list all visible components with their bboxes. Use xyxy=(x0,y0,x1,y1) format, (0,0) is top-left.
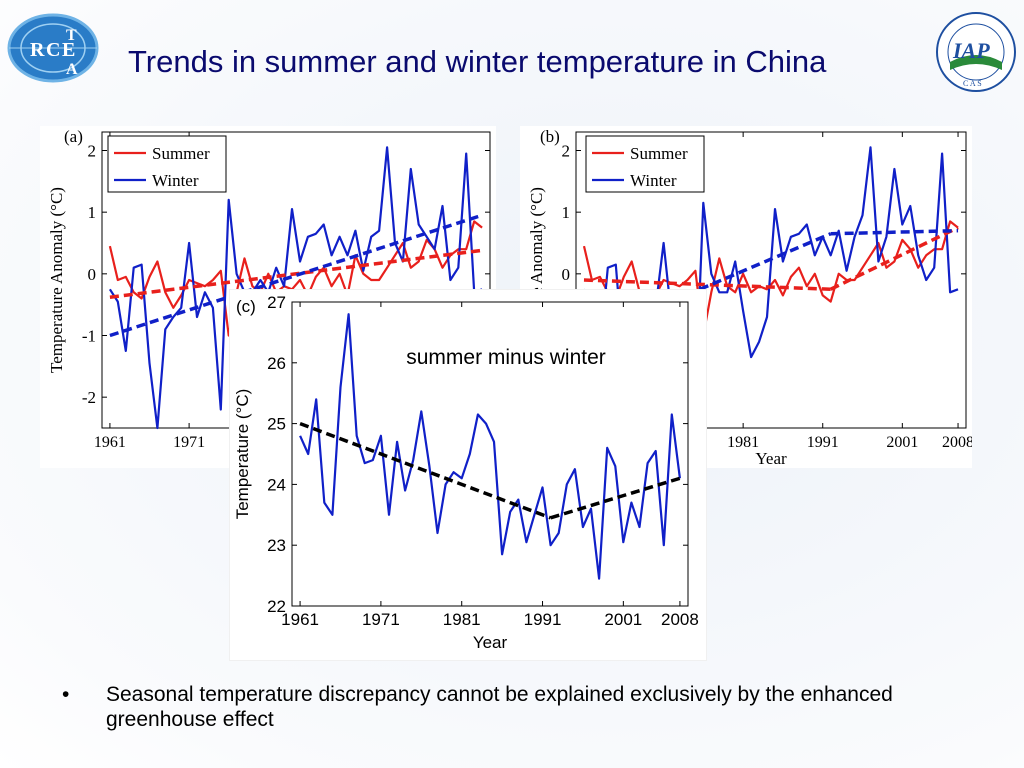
series-line-difference xyxy=(299,313,681,580)
y-tick-label: 24 xyxy=(267,475,286,494)
logo-letter-e: E xyxy=(62,39,75,61)
x-tick-label: 1961 xyxy=(94,434,126,451)
x-tick-label: 2008 xyxy=(942,434,972,451)
chart-a-svg: 2 1 0 -1 -2 1961 1971 Temperature Anomaly (°C) (… xyxy=(47,127,491,451)
logo-letter-a: A xyxy=(66,61,78,78)
trend-line xyxy=(109,213,483,338)
chart-panel-c: 27 26 25 24 23 22 1961 1971 1981 1991 2001 2008 Temp… xyxy=(230,290,706,660)
legend-box xyxy=(107,135,227,193)
chart-title: summer minus winter xyxy=(406,346,606,369)
bullet-text: Seasonal temperature discrepancy cannot … xyxy=(106,683,893,731)
logo-letter-t: T xyxy=(66,27,77,44)
trend-line xyxy=(829,226,959,291)
y-tick-label: 22 xyxy=(267,597,286,616)
trend-line xyxy=(550,476,681,520)
logo-letter-r: R xyxy=(30,39,45,61)
y-axis-label: Temperature (°C) xyxy=(233,389,252,520)
y-tick-label: 2 xyxy=(562,142,571,161)
x-axis-label: Year xyxy=(473,633,508,652)
y-tick-label: 25 xyxy=(267,415,286,434)
legend-label-summer: Summer xyxy=(152,144,210,163)
legend-label-winter: Winter xyxy=(630,171,677,190)
x-tick-label: 2008 xyxy=(661,610,699,629)
panel-label: (b) xyxy=(540,127,560,146)
plot-frame xyxy=(575,131,967,429)
x-tick-label: 1981 xyxy=(727,434,759,451)
x-tick-label: 2001 xyxy=(886,434,918,451)
rcet-logo: R C E T A xyxy=(7,13,99,83)
x-tick-label: 1971 xyxy=(362,610,400,629)
y-tick-label: 0 xyxy=(562,265,571,284)
y-tick-label: 26 xyxy=(267,354,286,373)
plot-frame xyxy=(291,301,689,607)
logo-letter-c: C xyxy=(46,39,60,61)
legend-label-summer: Summer xyxy=(630,144,688,163)
trend-line xyxy=(299,421,552,520)
y-tick-label: 2 xyxy=(88,142,97,161)
x-tick-label: 1961 xyxy=(281,610,319,629)
x-axis-label: Year xyxy=(755,449,787,468)
x-tick-label: 1981 xyxy=(443,610,481,629)
legend-box xyxy=(585,135,705,193)
logo-iap-text: IAP xyxy=(952,38,990,63)
x-tick-label: 1991 xyxy=(807,434,839,451)
y-axis-label: Temperature Anomaly (°C) xyxy=(47,187,66,373)
y-tick-label: 27 xyxy=(267,293,286,312)
x-tick-label: 1971 xyxy=(173,434,205,451)
y-tick-label: -2 xyxy=(82,388,96,407)
iap-cas-logo: IAP C A S xyxy=(936,12,1016,92)
logo-cas-text: C A S xyxy=(963,79,982,88)
panel-label: (a) xyxy=(64,127,83,146)
bullet-symbol: • xyxy=(62,683,70,706)
legend-label-winter: Winter xyxy=(152,171,199,190)
y-tick-label: 1 xyxy=(562,203,571,222)
y-tick-label: 0 xyxy=(88,265,97,284)
slide-title: Trends in summer and winter temperature … xyxy=(128,44,827,79)
y-tick-label: -1 xyxy=(82,327,96,346)
trend-line xyxy=(830,228,959,236)
x-tick-label: 2001 xyxy=(604,610,642,629)
y-tick-label: 23 xyxy=(267,536,286,555)
x-tick-label: 1991 xyxy=(524,610,562,629)
series-line-winter xyxy=(108,146,483,430)
y-tick-label: 1 xyxy=(88,203,97,222)
panel-label: (c) xyxy=(236,297,256,316)
